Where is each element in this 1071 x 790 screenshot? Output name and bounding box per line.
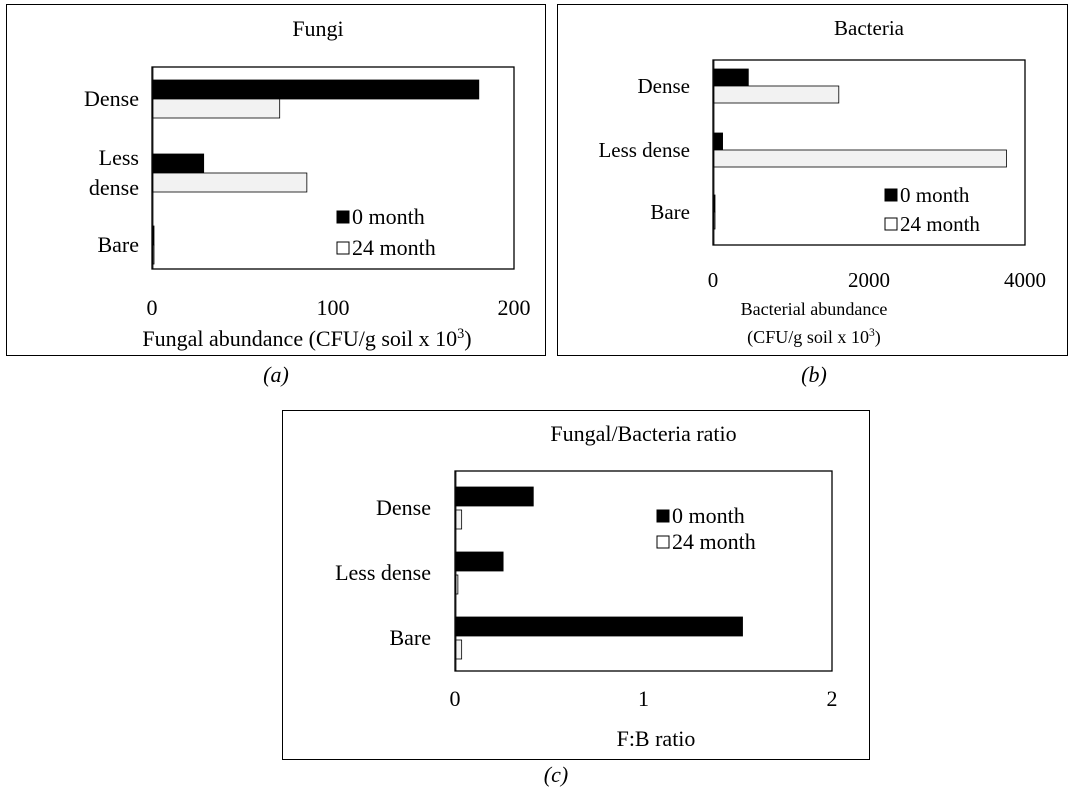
chart-title: Bacteria <box>834 16 905 40</box>
chart-fungi: Fungi Dense Less dense Bare 0 100 200 Fungal abu… <box>84 16 531 351</box>
x-tick-label: 0 <box>147 295 158 320</box>
bar-0-month <box>152 153 205 174</box>
x-tick-label: 200 <box>498 295 531 320</box>
category-label: Bare <box>97 232 139 257</box>
x-tick-label: 0 <box>708 268 719 292</box>
bar-24-month <box>713 85 840 104</box>
chart-title: Fungi <box>292 16 343 41</box>
bar-24-month <box>152 98 281 119</box>
bar-0-month <box>713 194 716 213</box>
x-tick-label: 1 <box>638 686 649 711</box>
caption-b: (b) <box>801 362 827 387</box>
plot-area <box>151 66 515 270</box>
x-tick-label: 4000 <box>1004 268 1046 292</box>
bar-0-month <box>455 486 534 507</box>
bar-24-month <box>713 149 1007 168</box>
category-label: Bare <box>389 625 431 650</box>
x-axis-label: Fungal abundance (CFU/g soil x 103) <box>142 326 471 351</box>
bar-0-month <box>713 68 749 87</box>
bar-24-month <box>152 244 155 265</box>
plot-area <box>712 59 1026 246</box>
bar-0-month <box>713 132 723 151</box>
category-label: Less dense <box>598 138 690 162</box>
bar-24-month <box>455 574 459 595</box>
legend-label: 0 month <box>672 503 745 528</box>
bar-0-month <box>455 616 743 637</box>
category-label: Dense <box>84 86 139 111</box>
bar-0-month <box>152 79 480 100</box>
legend-label: 24 month <box>900 212 980 236</box>
legend-label: 24 month <box>352 235 436 260</box>
legend-swatch-24-month <box>336 241 350 255</box>
bar-24-month <box>713 211 716 230</box>
chart-panel-fb-ratio: Fungal/Bacteria ratio Dense Less dense Bare… <box>282 410 870 760</box>
x-tick-label: 2 <box>827 686 838 711</box>
legend-label: 24 month <box>672 529 756 554</box>
bar-24-month <box>455 639 463 660</box>
category-label: Dense <box>638 74 690 98</box>
x-axis-label: Bacterial abundance <box>741 299 888 319</box>
chart-title: Fungal/Bacteria ratio <box>550 421 736 446</box>
category-label: Less <box>99 145 139 170</box>
bar-24-month <box>152 172 308 193</box>
bar-0-month <box>455 551 504 572</box>
legend-swatch-24-month <box>884 217 898 231</box>
category-label: Dense <box>376 495 431 520</box>
category-label: Bare <box>650 200 690 224</box>
caption-a: (a) <box>263 362 289 387</box>
caption-c: (c) <box>543 762 569 787</box>
x-tick-label: 0 <box>450 686 461 711</box>
x-axis-label: (CFU/g soil x 103) <box>747 327 881 348</box>
legend-swatch-0-month <box>884 188 898 202</box>
legend-label: 0 month <box>900 183 970 207</box>
x-axis-label: F:B ratio <box>617 726 696 751</box>
chart-fb-ratio: Fungal/Bacteria ratio Dense Less dense Bare… <box>335 421 838 751</box>
chart-panel-fungi: Fungi Dense Less dense Bare 0 100 200 Fungal abu… <box>6 4 546 356</box>
bar-24-month <box>455 509 463 530</box>
legend-swatch-24-month <box>656 535 670 549</box>
category-label: dense <box>89 175 139 200</box>
chart-bacteria: Bacteria Dense Less dense Bare 0 2000 4000 Bact… <box>598 16 1046 348</box>
legend-label: 0 month <box>352 204 425 229</box>
legend-swatch-0-month <box>656 509 670 523</box>
legend-swatch-0-month <box>336 210 350 224</box>
category-label: Less dense <box>335 560 431 585</box>
chart-panel-bacteria: Bacteria Dense Less dense Bare 0 2000 4000 Bact… <box>557 4 1068 356</box>
x-tick-label: 100 <box>317 295 350 320</box>
bar-0-month <box>152 225 155 246</box>
plot-area <box>454 470 833 672</box>
x-tick-label: 2000 <box>848 268 890 292</box>
